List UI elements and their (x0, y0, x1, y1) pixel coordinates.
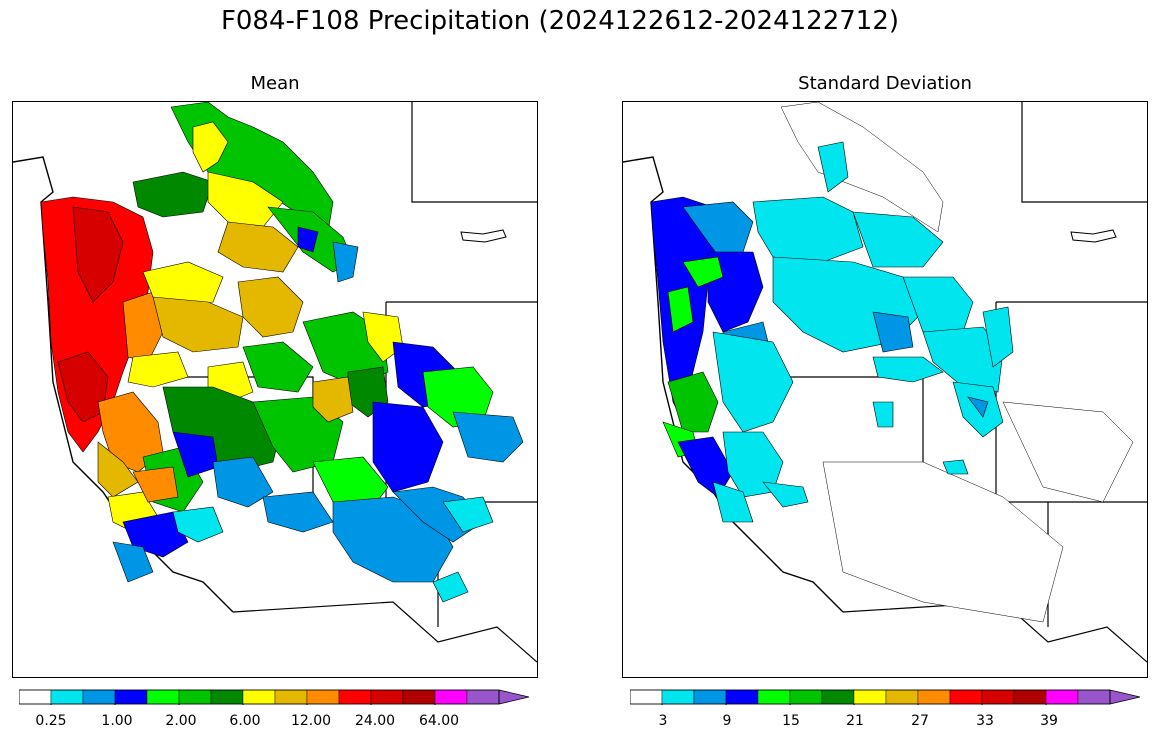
std-colorbar-cell (949, 689, 983, 705)
std-colorbar-cell (1077, 689, 1111, 705)
std-colorbar-cell (789, 689, 823, 705)
mean-coastline (13, 156, 234, 613)
std-colorbar-cell (725, 689, 759, 705)
std-colorbar-cell (693, 689, 727, 705)
mean-colorbar-cell (306, 689, 340, 705)
mean-colorbar-label-7: 64.00 (418, 713, 460, 729)
mean-colorbar-label-2: 1.00 (101, 713, 133, 729)
std-colorbar-cell (661, 689, 695, 705)
mean-colorbar-cell (242, 689, 276, 705)
std-map-canvas (623, 102, 1147, 663)
std-basins (650, 141, 1014, 523)
mean-colorbar-label-6: 24.00 (354, 713, 396, 729)
std-colorbar-cell (885, 689, 919, 705)
std-map (622, 101, 1148, 678)
mean-colorbar-cell (274, 689, 308, 705)
std-colorbar-cell (853, 689, 887, 705)
mean-colorbar-label-5: 12.00 (290, 713, 332, 729)
mean-lake-feature (460, 229, 507, 243)
mean-colorbar-label-1: 0.25 (35, 713, 67, 729)
std-basins-outline (780, 102, 1134, 623)
std-colorbar-cell (821, 689, 855, 705)
std-colorbar-cell (917, 689, 951, 705)
std-colorbar-label-3: 15 (782, 713, 800, 729)
std-lake-feature (1070, 229, 1117, 243)
std-colorbar-label-7: 39 (1040, 713, 1058, 729)
std-colorbar-cell (757, 689, 791, 705)
std-coastline (623, 156, 844, 613)
mean-colorbar-cell (434, 689, 468, 705)
mean-colorbar-cell (338, 689, 372, 705)
mean-colorbar-cell (402, 689, 436, 705)
std-colorbar-cell (630, 689, 663, 705)
mean-colorbar-cell (50, 689, 84, 705)
std-colorbar-label-2: 9 (722, 713, 732, 729)
std-colorbar-cell (981, 689, 1015, 705)
std-colorbar-label-1: 3 (658, 713, 668, 729)
mean-colorbar-cell (466, 689, 500, 705)
mean-map-canvas (13, 102, 537, 663)
mean-colorbar-label-4: 6.00 (229, 713, 261, 729)
std-colorbar-label-5: 27 (911, 713, 929, 729)
mean-panel-title: Mean (250, 73, 300, 94)
std-colorbar-cell (1045, 689, 1079, 705)
std-colorbar (630, 689, 1141, 705)
mean-colorbar-cell (19, 689, 52, 705)
mean-colorbar-label-3: 2.00 (165, 713, 197, 729)
mean-colorbar-cell (146, 689, 180, 705)
mean-basins (40, 102, 524, 603)
std-colorbar-label-6: 33 (976, 713, 994, 729)
mean-map (12, 101, 538, 678)
mean-colorbar-cell (370, 689, 404, 705)
mean-colorbar-cell (114, 689, 148, 705)
mean-colorbar (19, 689, 530, 705)
std-colorbar-label-4: 21 (846, 713, 864, 729)
mean-colorbar-cell (178, 689, 212, 705)
figure-title: F084-F108 Precipitation (2024122612-2024… (220, 6, 900, 36)
mean-colorbar-cell (82, 689, 116, 705)
mean-colorbar-cell (210, 689, 244, 705)
std-panel-title: Standard Deviation (798, 73, 972, 94)
std-colorbar-cell (1013, 689, 1047, 705)
